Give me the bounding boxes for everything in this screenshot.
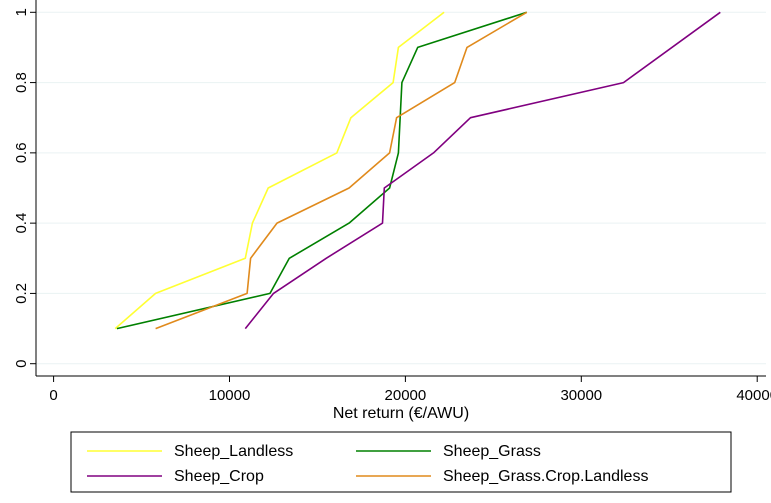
series-line-sheep-crop	[244, 11, 721, 330]
legend-label-sheep-grass: Sheep_Grass	[443, 443, 541, 460]
y-tick-label: 0.8	[13, 72, 30, 93]
legend-box	[70, 431, 732, 493]
x-tick-label: 40000	[736, 387, 771, 404]
legend-label-sheep-crop: Sheep_Crop	[174, 468, 264, 485]
axes	[35, 0, 766, 377]
x-tick-label: 20000	[385, 387, 427, 404]
tick-marks: 0 0.2 0.4 0.6 0.8 1 0 10000 20000 30000 40000	[13, 8, 771, 404]
gridlines	[36, 11, 766, 365]
x-tick-label: 30000	[560, 387, 602, 404]
x-axis-title: Net return (€/AWU)	[333, 405, 469, 422]
y-tick-label: 0.4	[13, 213, 30, 234]
series-lines	[114, 11, 721, 330]
series-line-sheep-grass	[116, 11, 528, 330]
y-tick-label: 0.6	[13, 142, 30, 163]
legend-label-sheep-landless: Sheep_Landless	[174, 443, 293, 460]
y-tick-label: 0.2	[13, 283, 30, 304]
x-tick-label: 0	[49, 387, 57, 404]
series-line-sheep-grass-crop-landless	[155, 11, 528, 330]
x-tick-label: 10000	[209, 387, 251, 404]
legend-label-sheep-grass-crop-landless: Sheep_Grass.Crop.Landless	[443, 468, 648, 485]
legend: Sheep_Landless Sheep_Grass Sheep_Crop Sheep…	[70, 431, 732, 493]
series-line-sheep-landless	[114, 11, 445, 330]
y-tick-label: 1	[13, 8, 30, 16]
y-tick-label: 0	[13, 360, 30, 368]
